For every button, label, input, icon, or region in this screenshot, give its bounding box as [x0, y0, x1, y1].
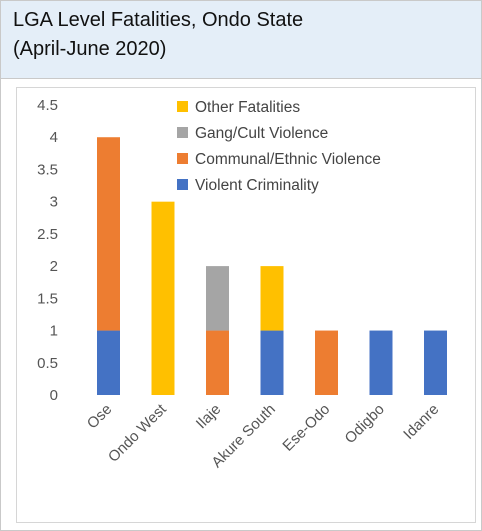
y-tick-label: 3: [50, 194, 58, 211]
bar-idanre-violent-criminality: [424, 330, 447, 395]
bar-ilaje-gang-cult-violence: [206, 266, 229, 331]
bar-akure-south-violent-criminality: [260, 330, 284, 395]
y-tick-label: 0: [50, 387, 58, 404]
x-category-label: Ondo West: [105, 400, 170, 465]
bar-ose-communal-ethnic-violence: [97, 137, 120, 331]
chart-header: LGA Level Fatalities, Ondo State (April-…: [1, 1, 481, 79]
bar-ondo-west-other-fatalities: [151, 201, 175, 395]
bar-odigbo-violent-criminality: [369, 330, 393, 395]
y-tick-label: 1.5: [37, 290, 58, 307]
legend-swatch-communal-ethnic-violence: [177, 153, 188, 164]
x-category-label: Ilaje: [193, 401, 224, 432]
y-tick-label: 1: [50, 323, 58, 340]
legend-label-violent-criminality: Violent Criminality: [195, 177, 319, 194]
legend-swatch-violent-criminality: [177, 179, 188, 190]
y-tick-label: 2.5: [37, 226, 58, 243]
x-category-label: Ose: [84, 401, 115, 432]
bar-akure-south-other-fatalities: [260, 266, 284, 331]
y-tick-label: 2: [50, 258, 58, 275]
y-tick-label: 0.5: [37, 355, 58, 372]
x-category-label: Odigbo: [342, 401, 388, 447]
bar-ese-odo-communal-ethnic-violence: [315, 330, 338, 395]
legend-label-communal-ethnic-violence: Communal/Ethnic Violence: [195, 151, 381, 168]
bar-ilaje-communal-ethnic-violence: [206, 330, 229, 395]
chart-subtitle: (April-June 2020): [13, 38, 167, 60]
y-tick-label: 4.5: [37, 97, 58, 114]
x-category-label: Ese-Odo: [279, 401, 333, 455]
legend-swatch-gang-cult-violence: [177, 127, 188, 138]
y-tick-label: 4: [50, 129, 58, 146]
x-category-label: Idanre: [400, 401, 442, 443]
plot-area-border: [16, 87, 476, 523]
chart-title: LGA Level Fatalities, Ondo State: [13, 9, 304, 31]
legend-label-other-fatalities: Other Fatalities: [195, 99, 300, 116]
legend-swatch-other-fatalities: [177, 101, 188, 112]
bar-ose-violent-criminality: [97, 330, 120, 395]
legend-label-gang-cult-violence: Gang/Cult Violence: [195, 125, 328, 142]
y-tick-label: 3.5: [37, 161, 58, 178]
